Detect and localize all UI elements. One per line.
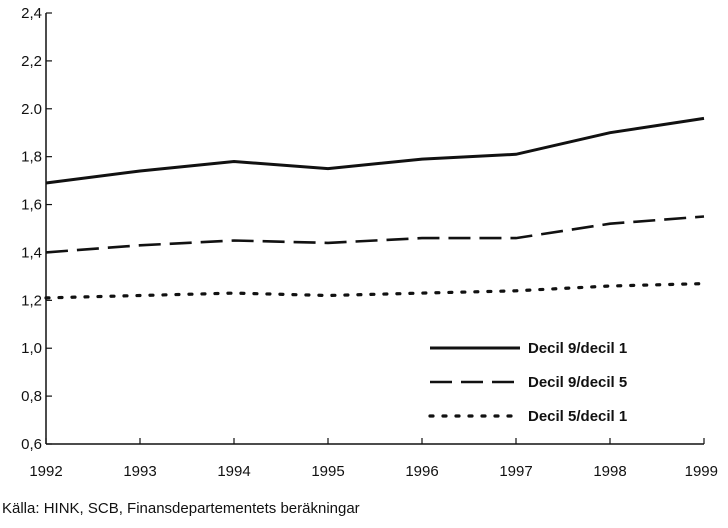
y-tick-label: 1,0 bbox=[21, 340, 42, 357]
series-line-3 bbox=[44, 282, 706, 300]
y-tick-label: 0,6 bbox=[21, 436, 42, 453]
source-note: Källa: HINK, SCB, Finansdepartementets b… bbox=[2, 500, 360, 517]
legend-label-1: Decil 9/decil 1 bbox=[528, 340, 627, 357]
x-tick-label: 1999 bbox=[685, 463, 718, 480]
x-tick-label: 1994 bbox=[217, 463, 250, 480]
y-tick-label: 2,4 bbox=[21, 5, 42, 22]
x-tick-label: 1993 bbox=[123, 463, 156, 480]
legend-label-3: Decil 5/decil 1 bbox=[528, 408, 627, 425]
y-tick-label: 1,8 bbox=[21, 149, 42, 166]
axes: 0,6 0,8 1,0 1,2 1,4 1,6 1,8 2.0 2,2 2,4 1992 1993 19… bbox=[21, 5, 718, 480]
series-line-1 bbox=[45, 116, 705, 185]
y-tick-label: 1,2 bbox=[21, 292, 42, 309]
y-tick-label: 2,2 bbox=[21, 53, 42, 70]
x-tick-label: 1997 bbox=[499, 463, 532, 480]
y-tick-label: 2.0 bbox=[21, 101, 42, 118]
x-tick-label: 1998 bbox=[593, 463, 626, 480]
series-line-2 bbox=[45, 215, 705, 254]
y-tick-label: 1,4 bbox=[21, 244, 42, 261]
y-tick-label: 1,6 bbox=[21, 197, 42, 214]
x-tick-label: 1996 bbox=[405, 463, 438, 480]
x-tick-label: 1995 bbox=[311, 463, 344, 480]
series-lines bbox=[44, 116, 706, 300]
legend: Decil 9/decil 1 Decil 9/decil 5 Decil 5/de… bbox=[428, 340, 627, 425]
x-tick-label: 1992 bbox=[29, 463, 62, 480]
y-tick-label: 0,8 bbox=[21, 388, 42, 405]
legend-label-2: Decil 9/decil 5 bbox=[528, 374, 627, 391]
